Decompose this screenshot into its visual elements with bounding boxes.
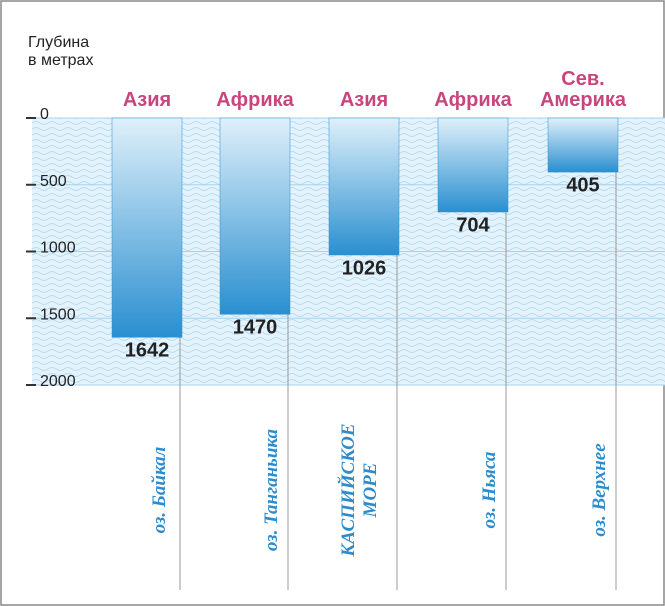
y-tick-label: 1000 bbox=[40, 240, 76, 257]
y-tick-label: 500 bbox=[40, 173, 67, 190]
x-tick-label: оз. Танганьика bbox=[261, 428, 282, 552]
bar bbox=[328, 117, 400, 256]
bar bbox=[547, 117, 619, 173]
value-label: 1470 bbox=[233, 317, 278, 339]
x-tick-label: оз. Ньяса bbox=[479, 451, 500, 529]
bar bbox=[219, 117, 291, 315]
x-tick-label: оз. Верхнее bbox=[589, 443, 610, 537]
continent-label: Азия bbox=[339, 89, 389, 111]
y-tick-label: 2000 bbox=[40, 373, 76, 390]
y-axis-label: Глубина в метрах bbox=[28, 34, 94, 69]
bar bbox=[111, 117, 183, 338]
continent-label: Азия bbox=[122, 89, 172, 111]
x-tick-label: КАСПИЙСКОЕ МОРЕ bbox=[338, 423, 381, 557]
value-label: 1642 bbox=[125, 339, 170, 361]
continent-label: Африка bbox=[216, 89, 294, 111]
value-label: 1026 bbox=[342, 257, 387, 279]
x-tick-label: оз. Байкал bbox=[149, 446, 170, 534]
continent-label: Сев. Америка bbox=[539, 68, 626, 111]
bar bbox=[437, 117, 509, 213]
value-label: 405 bbox=[566, 174, 599, 196]
y-tick-label: 1500 bbox=[40, 306, 76, 323]
value-label: 704 bbox=[456, 214, 490, 236]
y-tick-label: 0 bbox=[40, 106, 49, 123]
continent-label: Африка bbox=[434, 89, 512, 111]
